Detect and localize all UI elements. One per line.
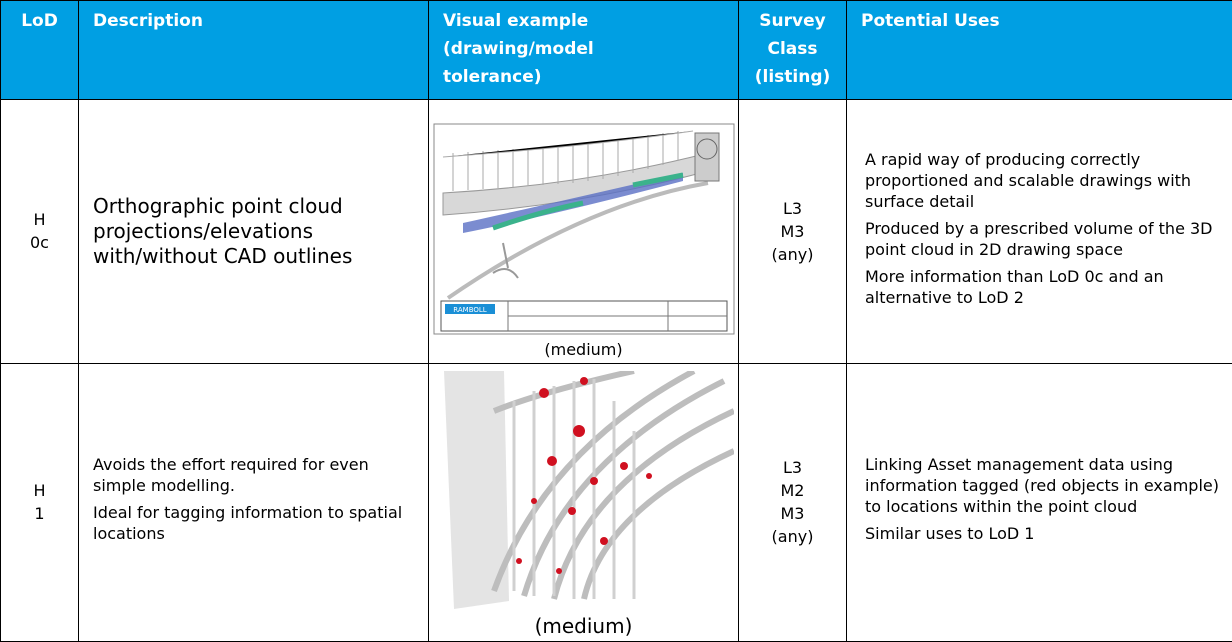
survey-text: L3 [782,198,803,218]
survey-text: M3 [780,504,805,524]
use: Produced by a prescribed volume of the 3… [865,218,1213,259]
visual-cell: (medium) [428,362,739,642]
lod-text: 0c [30,233,49,253]
header-row: LoD Description Visual example (drawing/m… [0,0,1232,100]
header-cell: LoD [0,0,79,100]
point-cloud-image [443,368,735,609]
header-text: tolerance) [443,67,542,87]
survey-text: (any) [771,244,814,264]
header-text: Visual example [443,11,589,31]
survey-text: M2 [780,481,805,501]
header-text: Class [767,39,818,59]
lod-text: 1 [34,504,45,524]
header-text: LoD [21,11,58,31]
uses-cell: Linking Asset management data using info… [846,362,1232,642]
lod-cell: H 0c [0,98,79,364]
row: H 0c Orthographic point cloud projections… [0,98,1232,364]
header-text: (listing) [754,67,831,87]
use: Linking Asset management data using info… [865,455,1219,517]
header-cell: Visual example (drawing/model tolerance) [428,0,739,100]
caption: (medium) [534,614,633,638]
description: Orthographic point cloud projections/ele… [93,193,353,268]
description: Avoids the effort required for even simp… [93,455,369,496]
header-text: Potential Uses [861,11,1000,31]
survey-text: M3 [780,221,805,241]
uses-cell: A rapid way of producing correctly propo… [846,98,1232,364]
lod-text: H [33,481,46,501]
use: A rapid way of producing correctly propo… [865,149,1192,211]
description-cell: Orthographic point cloud projections/ele… [78,98,429,364]
lod-text: H [33,210,46,230]
logo-text: RAMBOLL [453,306,486,314]
description-cell: Avoids the effort required for even simp… [78,362,429,642]
use: More information than LoD 0c and an alte… [865,266,1164,307]
survey-cell: L3 M3 (any) [738,98,847,364]
caption: (medium) [544,339,623,359]
drawing-image: RAMBOLL [433,123,734,335]
header-text: Survey [759,11,826,31]
survey-cell: L3 M2 M3 (any) [738,362,847,642]
use: Similar uses to LoD 1 [865,524,1035,544]
header-cell: Survey Class (listing) [738,0,847,100]
header-cell: Potential Uses [846,0,1232,100]
visual-cell: RAMBOLL (medium) [428,98,739,364]
survey-text: (any) [771,527,814,547]
description: Ideal for tagging information to spatial… [93,503,403,544]
header-text: Description [93,11,203,31]
survey-text: L3 [782,458,803,478]
header-text: (drawing/model [443,39,594,59]
header-cell: Description [78,0,429,100]
